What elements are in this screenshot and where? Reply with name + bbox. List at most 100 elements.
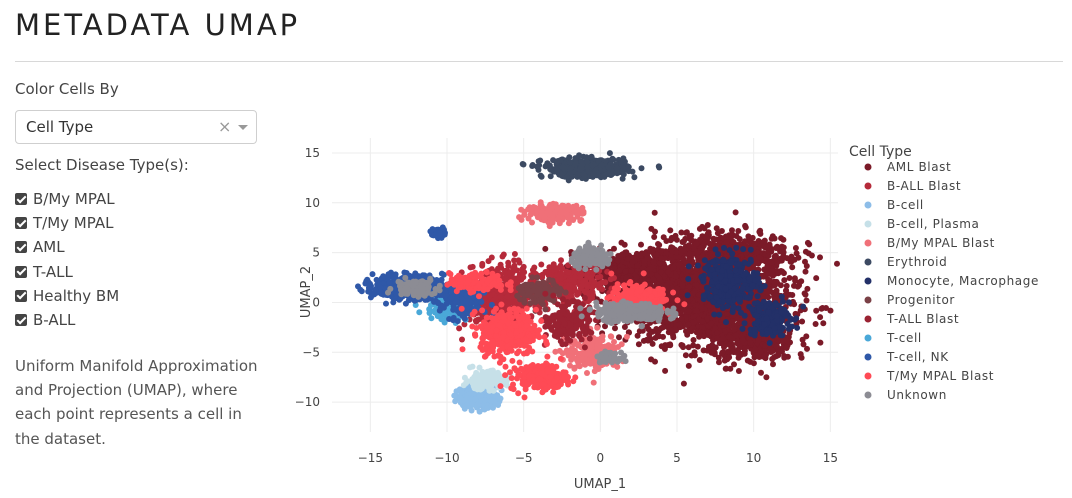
checkbox-item-aml[interactable]: AML (15, 235, 119, 259)
cell-point (792, 245, 799, 251)
cell-point (774, 259, 781, 266)
checkbox-item-healthy-bm[interactable]: Healthy BM (15, 284, 119, 308)
cell-point (676, 262, 683, 268)
checkbox-item-t-my-mpal[interactable]: T/My MPAL (15, 211, 119, 235)
clear-icon[interactable]: × (218, 117, 232, 136)
cell-point (802, 291, 809, 298)
cell-point (566, 154, 573, 161)
cell-point (678, 342, 685, 348)
cell-point (546, 223, 553, 230)
cell-point (793, 250, 800, 257)
cell-point (813, 307, 820, 314)
cell-point (485, 258, 492, 265)
cell-point (722, 233, 729, 240)
cell-point (547, 173, 554, 180)
cell-point (636, 328, 643, 335)
cell-point (580, 356, 587, 362)
cell-point (712, 325, 719, 332)
checkbox-item-b-my-mpal[interactable]: B/My MPAL (15, 187, 119, 211)
cell-point (716, 359, 722, 366)
cell-point (599, 333, 606, 340)
cell-point (696, 330, 703, 337)
cell-point (786, 275, 793, 281)
cell-point (658, 343, 665, 350)
cell-point (605, 342, 612, 349)
cell-point (663, 282, 670, 289)
cell-point (718, 228, 725, 234)
cell-point (558, 257, 564, 264)
checkbox-checked-icon[interactable] (15, 217, 27, 230)
cell-point (619, 163, 626, 170)
cell-point (614, 257, 621, 264)
cell-point (799, 336, 806, 343)
cell-point (783, 287, 789, 294)
cell-point (557, 204, 564, 211)
cell-point (803, 263, 810, 269)
cell-point (612, 325, 618, 332)
cell-point (611, 339, 617, 345)
cell-point (722, 365, 729, 372)
cell-point (812, 321, 819, 327)
cell-point (678, 315, 685, 322)
cell-point (549, 217, 556, 224)
cell-point (596, 342, 603, 348)
cell-point (572, 274, 579, 281)
cell-point (649, 340, 656, 347)
cell-point (457, 395, 464, 401)
cell-point (813, 275, 820, 282)
cell-point (505, 259, 512, 266)
cell-point (689, 290, 696, 297)
cell-point (582, 361, 589, 368)
checkbox-checked-icon[interactable] (15, 265, 27, 278)
cell-point (579, 282, 586, 289)
cell-point (805, 250, 812, 257)
cell-point (476, 408, 483, 415)
cell-point (714, 330, 721, 336)
checkbox-checked-icon[interactable] (15, 193, 27, 206)
cell-point (574, 209, 581, 216)
cell-point (621, 324, 628, 330)
cell-point (486, 377, 493, 384)
cell-point (673, 273, 679, 280)
cell-point (656, 164, 663, 171)
cell-point (753, 352, 760, 359)
checkbox-checked-icon[interactable] (15, 314, 27, 327)
cell-point (490, 372, 497, 379)
chevron-down-icon[interactable] (238, 125, 248, 130)
cell-point (704, 222, 711, 228)
cell-point (658, 255, 665, 262)
cell-point (756, 228, 763, 235)
checkbox-checked-icon[interactable] (15, 289, 27, 302)
checkbox-checked-icon[interactable] (15, 241, 27, 254)
header-divider (15, 61, 1063, 62)
cell-point (682, 235, 689, 242)
cell-point (588, 341, 595, 348)
cell-point (571, 365, 578, 372)
cell-point (690, 337, 697, 343)
cell-point (763, 271, 770, 278)
cell-point (680, 380, 687, 387)
cell-point (783, 282, 790, 289)
cell-point (779, 243, 785, 250)
cell-point (726, 354, 733, 361)
cell-point (652, 358, 658, 365)
checkbox-item-b-all[interactable]: B-ALL (15, 308, 119, 332)
cell-point (765, 264, 772, 271)
color-by-select[interactable]: Cell Type × (15, 110, 257, 144)
cell-point (629, 259, 636, 265)
cell-point (717, 234, 724, 241)
cell-point (802, 268, 809, 275)
cell-point (670, 334, 677, 341)
cell-point (729, 318, 736, 325)
cell-point (763, 351, 769, 358)
checkbox-item-t-all[interactable]: T-ALL (15, 260, 119, 284)
cell-point (781, 277, 788, 284)
cell-point (834, 260, 840, 267)
cell-point (658, 269, 664, 276)
cell-point (650, 259, 657, 266)
cell-point (649, 328, 656, 335)
cell-point (549, 211, 556, 218)
cell-point (660, 324, 667, 331)
cell-point (563, 211, 570, 218)
